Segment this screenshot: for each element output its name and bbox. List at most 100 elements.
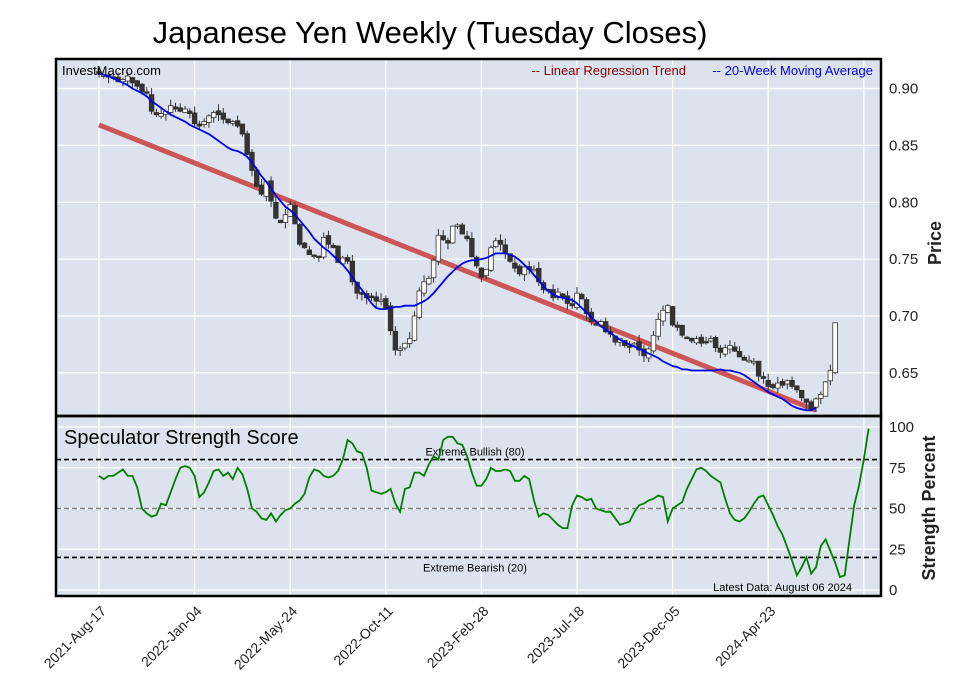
candle bbox=[679, 324, 685, 338]
strength-y-tick-label: 50 bbox=[889, 501, 906, 518]
candle-body-down bbox=[732, 346, 738, 352]
candle bbox=[469, 232, 475, 258]
candle-body-down bbox=[789, 380, 795, 387]
candle-body-down bbox=[473, 256, 480, 267]
candle-body-down bbox=[383, 298, 389, 309]
x-tick-label: 2021-Aug-17 bbox=[41, 603, 110, 672]
candle bbox=[239, 123, 246, 137]
strength-line-layer bbox=[98, 428, 870, 579]
x-tick-label: 2024-Apr-23 bbox=[712, 603, 778, 669]
candle-body-down bbox=[244, 133, 250, 155]
candle-body-down bbox=[497, 239, 504, 245]
price-y-ticks: 0.65 0.70 0.75 0.80 0.85 0.90 bbox=[889, 81, 918, 382]
legend-trend: -- Linear Regression Trend bbox=[531, 63, 686, 78]
candle-body-down bbox=[684, 336, 690, 340]
candle bbox=[574, 287, 580, 310]
candle bbox=[813, 397, 819, 413]
candle bbox=[129, 77, 136, 90]
candle bbox=[488, 245, 494, 272]
candle-body-down bbox=[172, 106, 179, 110]
candle-body-down bbox=[344, 257, 351, 262]
candle bbox=[325, 230, 332, 249]
ma-layer bbox=[98, 72, 817, 412]
candle-body-down bbox=[311, 254, 317, 257]
candle-body-down bbox=[273, 201, 279, 219]
candle-body-down bbox=[703, 341, 709, 344]
candle bbox=[703, 336, 709, 345]
candle bbox=[134, 79, 140, 90]
candle bbox=[158, 108, 164, 119]
strength-panel-background bbox=[56, 416, 881, 596]
candle bbox=[760, 371, 767, 384]
candle bbox=[579, 292, 585, 300]
candle-body-down bbox=[712, 337, 719, 349]
candle-body-down bbox=[765, 379, 771, 387]
candle-body-down bbox=[325, 235, 332, 245]
strength-axis-label: Strength Percent bbox=[919, 435, 939, 580]
candle-body-up bbox=[397, 348, 403, 351]
candle bbox=[512, 258, 518, 273]
candle bbox=[373, 291, 379, 308]
candle bbox=[297, 222, 303, 247]
candle bbox=[521, 265, 528, 281]
candle-body-down bbox=[96, 71, 102, 75]
candle-body-down bbox=[794, 385, 800, 391]
x-tick-label: 2022-May-24 bbox=[231, 603, 301, 673]
x-tick-label: 2022-Jan-04 bbox=[138, 603, 205, 670]
candle bbox=[411, 311, 418, 342]
candle-body-down bbox=[674, 324, 681, 328]
candle bbox=[789, 376, 795, 389]
x-tick-label: 2022-Oct-11 bbox=[330, 603, 396, 669]
candle-body-down bbox=[277, 219, 284, 224]
candle-body-down bbox=[392, 330, 399, 351]
candle-body-down bbox=[368, 295, 375, 299]
candle-body-up bbox=[775, 382, 781, 389]
candle-body-down bbox=[779, 380, 786, 386]
candle bbox=[244, 130, 250, 156]
candle bbox=[822, 380, 829, 397]
candle-body-up bbox=[655, 318, 661, 337]
candle bbox=[225, 118, 231, 125]
strength-panel: Extreme Bullish (80) Extreme Bearish (20)… bbox=[56, 416, 939, 599]
candle-body-up bbox=[813, 398, 819, 408]
candle-body-up bbox=[230, 121, 236, 124]
candle-body-down bbox=[579, 293, 585, 300]
candle bbox=[421, 275, 427, 297]
candle bbox=[827, 364, 834, 386]
legend-moving-average: -- 20-Week Moving Average bbox=[712, 63, 873, 78]
candle-body-up bbox=[182, 108, 188, 113]
candle-body-down bbox=[717, 347, 724, 353]
x-tick-label: 2023-Dec-05 bbox=[614, 603, 683, 672]
strength-score-line bbox=[98, 428, 870, 579]
strength-y-tick-label: 100 bbox=[889, 419, 914, 436]
candle bbox=[483, 268, 489, 280]
candle-body-down bbox=[736, 351, 743, 358]
candle-body-down bbox=[689, 337, 695, 342]
candle-body-down bbox=[239, 123, 246, 135]
candle-body-up bbox=[488, 247, 494, 271]
candle-body-up bbox=[430, 259, 437, 279]
candle-body-down bbox=[516, 265, 523, 275]
candle-body-up bbox=[402, 342, 408, 349]
candle-body-down bbox=[144, 91, 150, 94]
candle bbox=[669, 306, 676, 327]
candle bbox=[732, 341, 738, 352]
candle-body-down bbox=[478, 267, 485, 278]
candle-body-down bbox=[187, 110, 193, 114]
candle-body-down bbox=[445, 240, 451, 244]
candle-body-up bbox=[722, 347, 728, 355]
candle-body-up bbox=[746, 359, 752, 363]
strength-panel-frame bbox=[54, 414, 883, 598]
candle-body-up bbox=[727, 345, 733, 350]
candle bbox=[430, 258, 437, 283]
candle bbox=[459, 222, 465, 235]
candle-body-down bbox=[301, 242, 308, 249]
candle-body-down bbox=[153, 112, 160, 116]
candle-body-down bbox=[330, 244, 336, 249]
candle bbox=[201, 118, 207, 128]
candle bbox=[301, 242, 308, 249]
price-y-tick-label: 0.70 bbox=[889, 308, 918, 325]
candle-body-up bbox=[660, 309, 666, 322]
candle bbox=[349, 255, 356, 286]
